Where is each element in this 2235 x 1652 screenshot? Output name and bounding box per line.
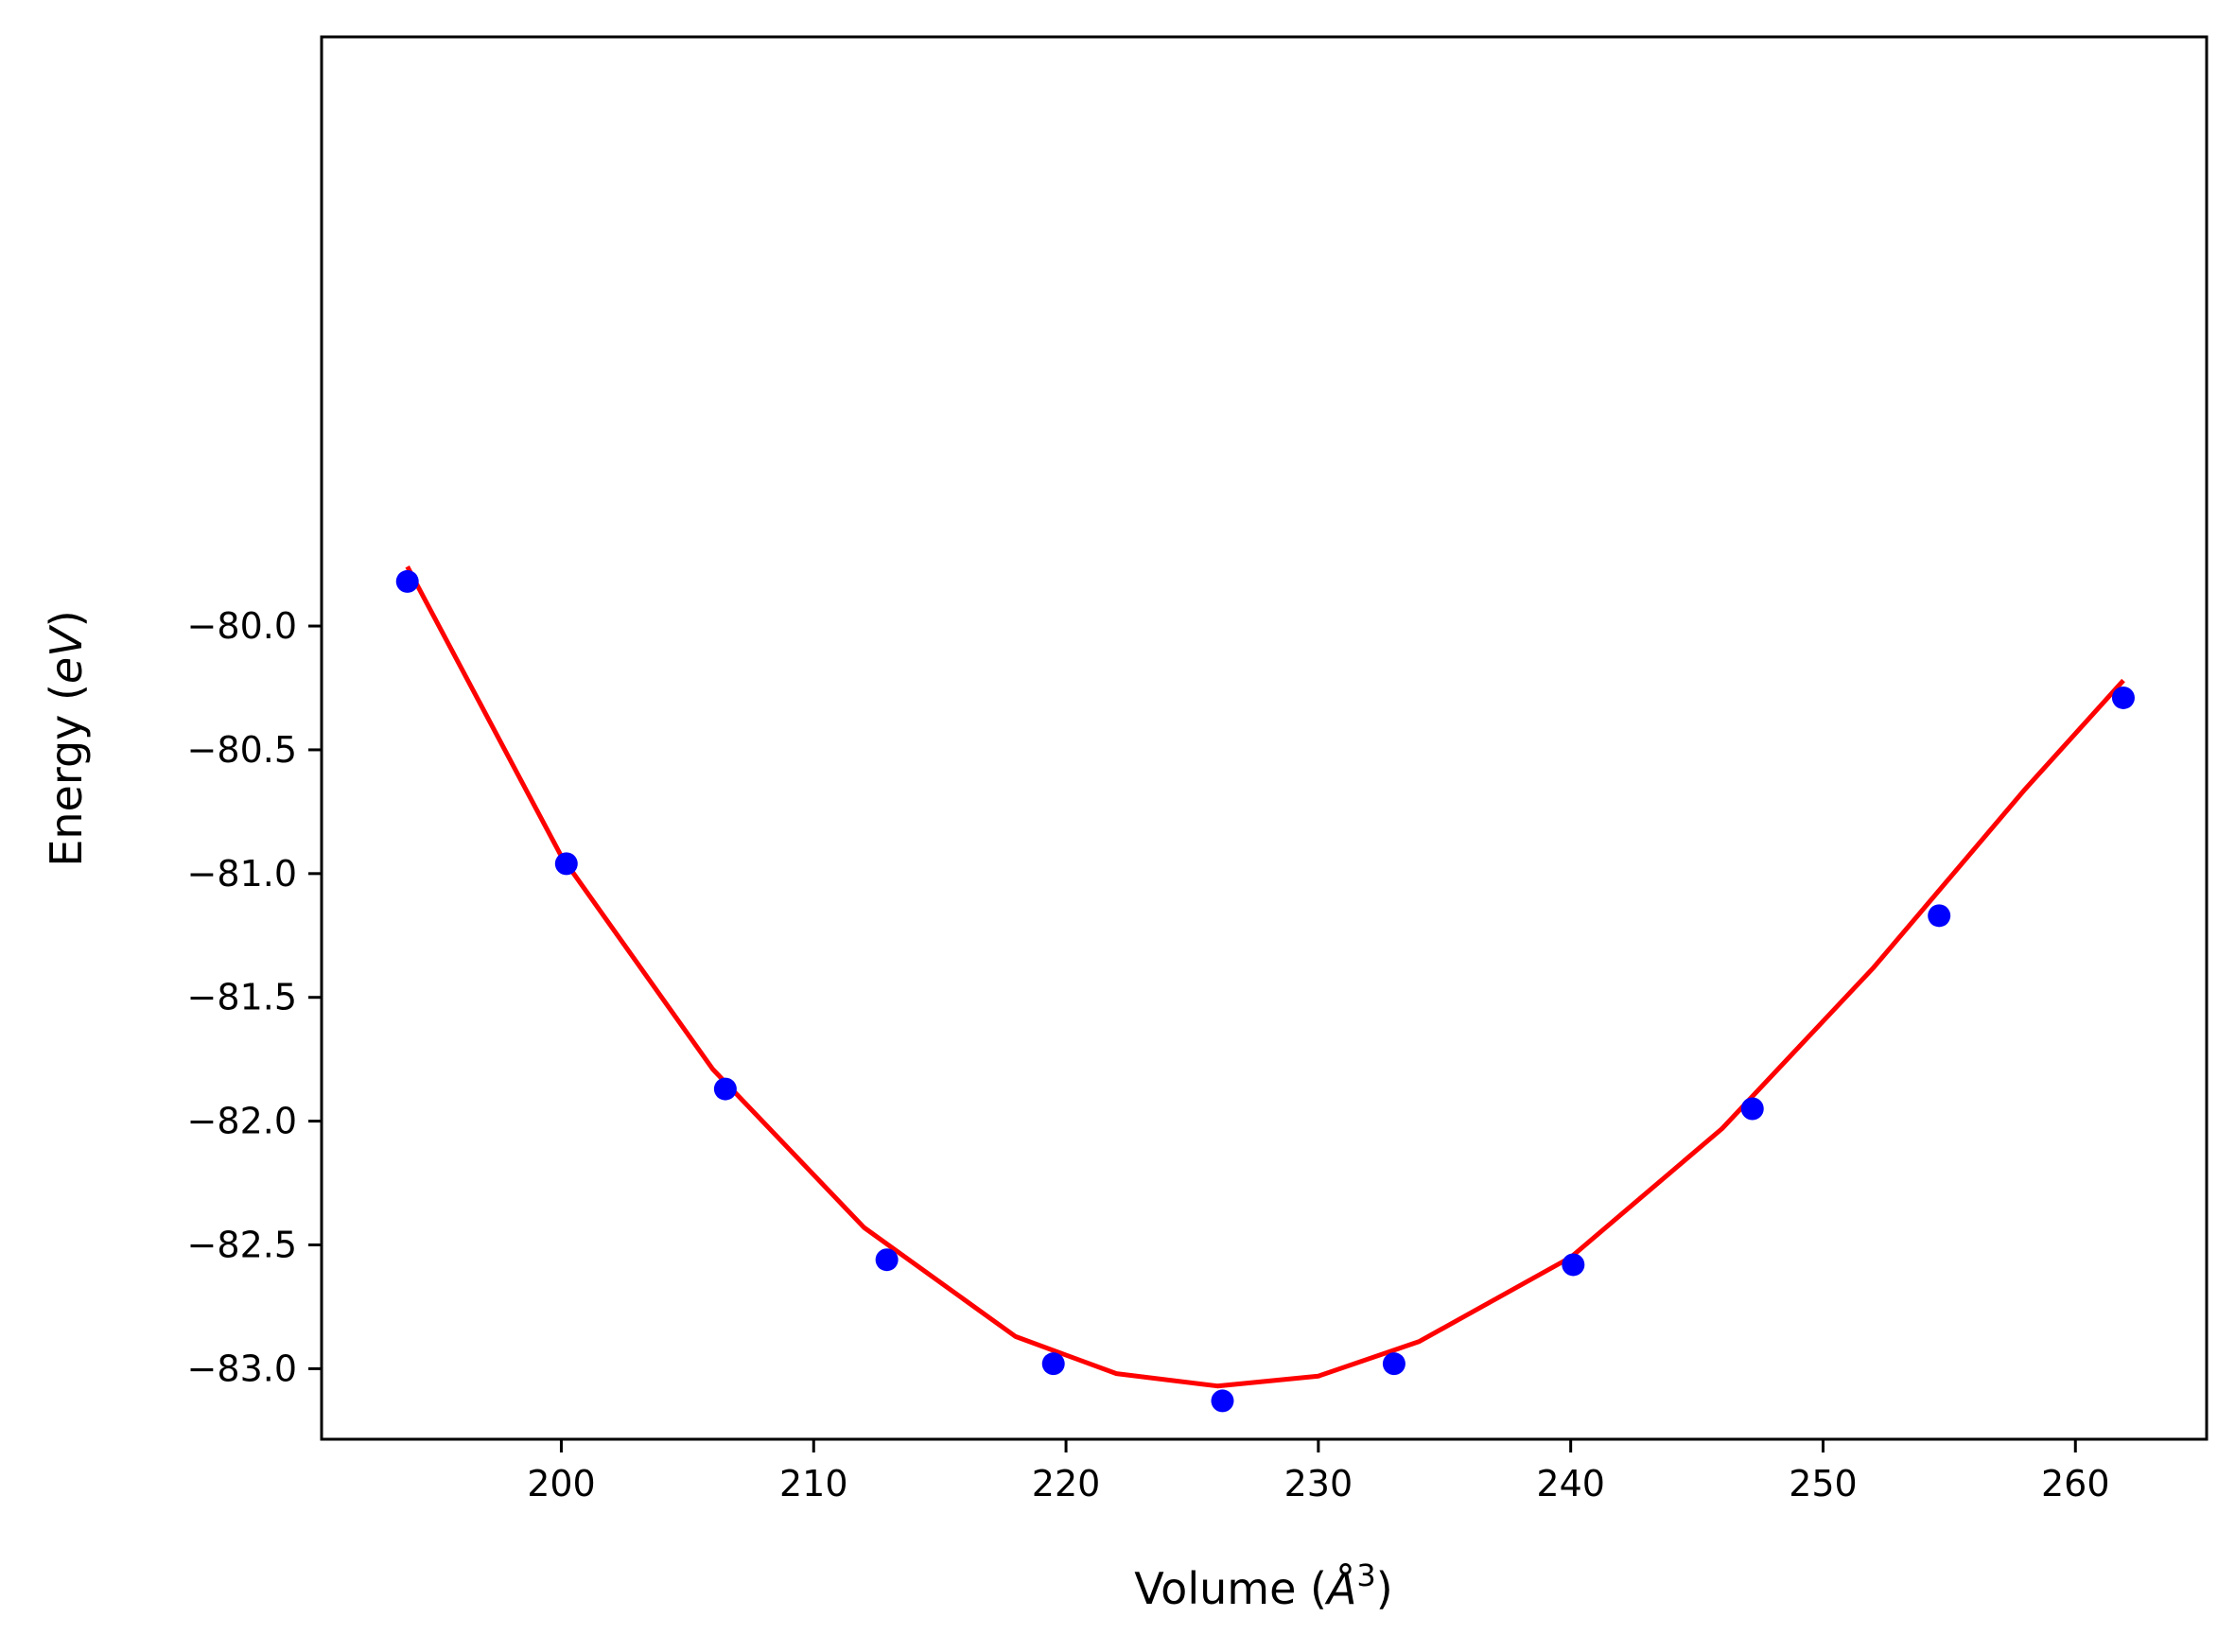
x-axis: 200 210 220 230 240 250 260 [527,1439,2110,1504]
axes-frame [320,35,2209,1441]
y-tick-label: −82.5 [187,1225,297,1266]
x-tick-label: 220 [1032,1463,1101,1504]
data-point [1928,904,1951,928]
data-point [554,852,578,876]
plot-area [395,565,2135,1413]
y-tick-label: −80.0 [187,605,297,647]
x-tick-label: 200 [527,1463,596,1504]
data-point [1382,1352,1406,1376]
data-point [1562,1253,1585,1277]
y-tick-label: −83.0 [187,1348,297,1389]
x-tick-label: 230 [1284,1463,1353,1504]
data-point [713,1077,737,1101]
x-tick-label: 210 [779,1463,848,1504]
data-point [395,569,419,593]
x-axis-title: Volume (Å3) [1134,1557,1392,1614]
data-point [1740,1097,1764,1121]
fit-curve [405,565,2125,1389]
x-tick-label: 260 [2041,1463,2110,1504]
y-tick-label: −80.5 [187,729,297,771]
y-axis: −80.0 −80.5 −81.0 −81.5 −82.0 −82.5 −83.0 [187,605,322,1389]
y-tick-label: −81.0 [187,853,297,895]
data-point [1041,1352,1065,1376]
y-tick-label: −82.0 [187,1101,297,1142]
y-axis-title: Energy (eV) [41,610,92,866]
data-point [875,1248,899,1272]
x-tick-label: 240 [1536,1463,1605,1504]
data-point [1211,1389,1234,1413]
y-tick-label: −81.5 [187,977,297,1018]
data-point [2111,686,2135,709]
x-tick-label: 250 [1789,1463,1858,1504]
